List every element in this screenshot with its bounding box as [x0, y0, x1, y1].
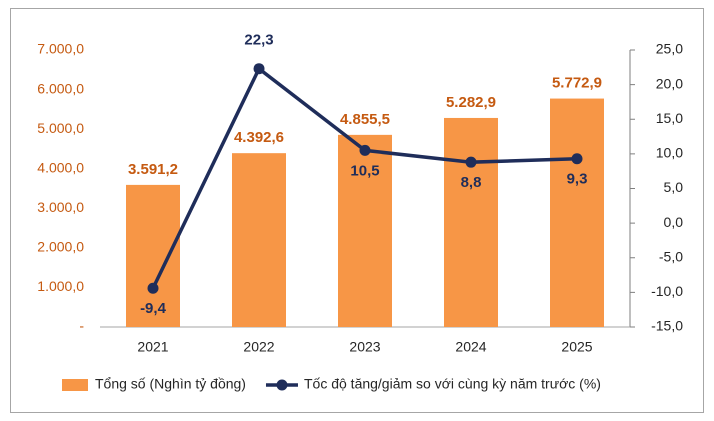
y2-tick-label: -15,0 — [651, 318, 683, 334]
bar — [550, 98, 604, 327]
bar-value-label: 5.772,9 — [552, 75, 602, 92]
line-marker — [147, 282, 159, 294]
line-marker — [359, 144, 371, 156]
legend-label: Tốc độ tăng/giảm so với cùng kỳ năm trướ… — [304, 376, 601, 392]
y2-tick-label: 20,0 — [656, 75, 683, 91]
y-tick-label: - — [79, 318, 84, 334]
x-tick-label: 2024 — [455, 339, 486, 355]
legend-swatch — [62, 379, 88, 391]
chart-frame — [10, 8, 704, 413]
y-tick-label: 7.000,0 — [37, 41, 84, 57]
y2-tick-label: 25,0 — [656, 41, 683, 57]
bar-value-label: 5.282,9 — [446, 94, 496, 111]
legend-swatch-marker — [276, 379, 288, 391]
bar — [444, 117, 498, 328]
bar-value-label: 4.392,6 — [234, 129, 284, 146]
line-marker — [253, 63, 265, 75]
y-tick-label: 6.000,0 — [37, 80, 84, 96]
bar-value-label: 3.591,2 — [128, 161, 178, 178]
y-tick-label: 3.000,0 — [37, 199, 84, 215]
y-tick-label: 4.000,0 — [37, 159, 84, 175]
line-marker — [571, 153, 583, 165]
line-value-label: 8,8 — [461, 174, 482, 191]
y2-tick-label: 0,0 — [664, 214, 684, 230]
line-value-label: 10,5 — [350, 162, 379, 179]
y2-tick-label: 5,0 — [664, 179, 684, 195]
y2-tick-label: -5,0 — [659, 248, 683, 264]
x-tick-label: 2025 — [561, 339, 592, 355]
y2-tick-label: 15,0 — [656, 110, 683, 126]
bar-value-label: 4.855,5 — [340, 111, 390, 128]
bar — [232, 153, 286, 327]
line-marker — [465, 156, 477, 168]
y-tick-label: 2.000,0 — [37, 239, 84, 255]
line-value-label: 9,3 — [567, 171, 588, 188]
x-tick-label: 2022 — [243, 339, 274, 355]
y-tick-label: 5.000,0 — [37, 120, 84, 136]
y2-tick-label: 10,0 — [656, 145, 683, 161]
legend-label: Tổng số (Nghìn tỷ đồng) — [95, 376, 246, 392]
y-tick-label: 1.000,0 — [37, 278, 84, 294]
x-tick-label: 2023 — [349, 339, 380, 355]
x-tick-label: 2021 — [137, 339, 168, 355]
y2-tick-label: -10,0 — [651, 283, 683, 299]
bar — [126, 184, 180, 327]
bar — [338, 134, 392, 327]
line-value-label: -9,4 — [140, 300, 167, 317]
line-value-label: 22,3 — [244, 32, 273, 49]
